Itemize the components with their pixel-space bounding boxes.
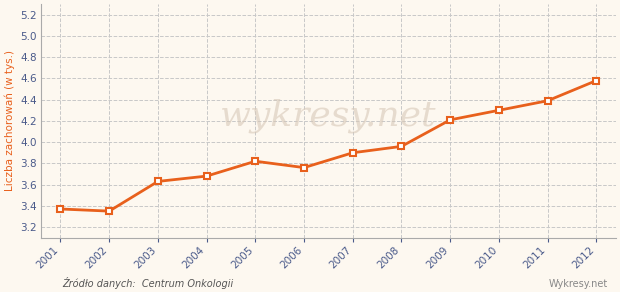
Y-axis label: Liczba zachorowań (w tys.): Liczba zachorowań (w tys.) xyxy=(4,51,15,192)
Text: Źródło danych:  Centrum Onkologii: Źródło danych: Centrum Onkologii xyxy=(62,277,233,289)
Text: wykresy.net: wykresy.net xyxy=(220,99,436,133)
Text: Wykresy.net: Wykresy.net xyxy=(548,279,608,289)
